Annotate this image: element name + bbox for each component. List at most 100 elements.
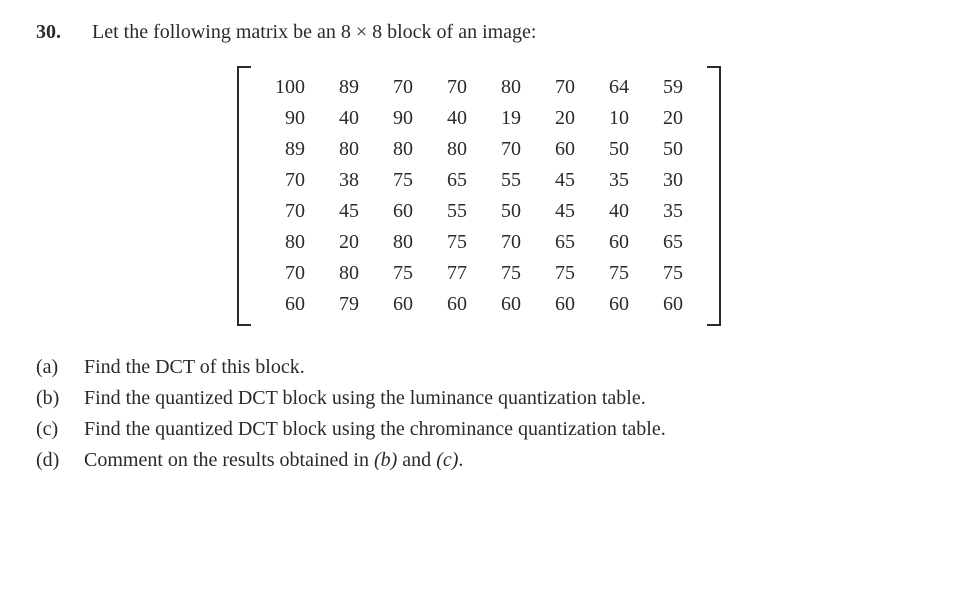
matrix-cell: 75 [425,227,479,258]
matrix-cell: 75 [533,258,587,289]
matrix-body: 1008970708070645990409040192010208980808… [263,72,695,320]
matrix-cell: 80 [425,134,479,165]
matrix-row: 7080757775757575 [263,258,695,289]
matrix-cell: 70 [263,258,317,289]
matrix-cell: 79 [317,289,371,320]
matrix-row: 8020807570656065 [263,227,695,258]
subpart-text: Find the DCT of this block. [84,352,305,383]
matrix-cell: 90 [371,103,425,134]
matrix-cell: 30 [641,165,695,196]
matrix-cell: 70 [479,134,533,165]
matrix-cell: 90 [263,103,317,134]
matrix-cell: 60 [533,289,587,320]
matrix-cell: 75 [371,165,425,196]
matrix-row: 9040904019201020 [263,103,695,134]
matrix-cell: 75 [371,258,425,289]
matrix-cell: 40 [317,103,371,134]
subpart-label: (d) [36,445,84,476]
matrix-cell: 65 [425,165,479,196]
matrix-cell: 70 [371,72,425,103]
question-number: 30. [36,21,92,44]
matrix-container: 1008970708070645990409040192010208980808… [36,66,922,326]
matrix-cell: 20 [641,103,695,134]
matrix-cell: 19 [479,103,533,134]
matrix-cell: 20 [533,103,587,134]
matrix-row: 7045605550454035 [263,196,695,227]
matrix-cell: 70 [425,72,479,103]
matrix-cell: 89 [263,134,317,165]
subparts-list: (a) Find the DCT of this block. (b) Find… [36,352,922,476]
matrix-cell: 75 [641,258,695,289]
matrix-cell: 89 [317,72,371,103]
matrix-cell: 60 [641,289,695,320]
matrix-cell: 40 [587,196,641,227]
matrix-row: 6079606060606060 [263,289,695,320]
matrix-cell: 45 [533,196,587,227]
matrix-cell: 70 [479,227,533,258]
matrix-cell: 60 [425,289,479,320]
matrix-cell: 10 [587,103,641,134]
matrix-cell: 80 [371,227,425,258]
matrix-cell: 75 [479,258,533,289]
matrix-cell: 65 [533,227,587,258]
matrix-cell: 38 [317,165,371,196]
matrix-cell: 70 [263,165,317,196]
subpart-label: (a) [36,352,84,383]
question-header: 30. Let the following matrix be an 8 × 8… [36,18,922,46]
matrix-cell: 45 [533,165,587,196]
matrix-cell: 50 [479,196,533,227]
subpart-text-suffix: . [458,449,463,471]
matrix-cell: 45 [317,196,371,227]
subpart-text-mid: and [397,449,436,471]
subpart-label: (c) [36,414,84,445]
subpart-text: Comment on the results obtained in (b) a… [84,445,463,476]
matrix: 1008970708070645990409040192010208980808… [237,66,721,326]
matrix-cell: 70 [263,196,317,227]
matrix-cell: 80 [371,134,425,165]
subpart-ref-c: (c) [436,449,458,471]
matrix-right-bracket [705,66,721,326]
matrix-cell: 35 [587,165,641,196]
matrix-cell: 60 [587,227,641,258]
subpart-d: (d) Comment on the results obtained in (… [36,445,922,476]
subpart-label: (b) [36,383,84,414]
matrix-cell: 80 [317,258,371,289]
matrix-cell: 60 [479,289,533,320]
matrix-cell: 75 [587,258,641,289]
matrix-cell: 60 [533,134,587,165]
subpart-b: (b) Find the quantized DCT block using t… [36,383,922,414]
subpart-ref-b: (b) [374,449,397,471]
matrix-cell: 60 [371,289,425,320]
matrix-cell: 100 [263,72,317,103]
matrix-cell: 60 [371,196,425,227]
matrix-cell: 35 [641,196,695,227]
matrix-cell: 55 [425,196,479,227]
matrix-cell: 20 [317,227,371,258]
matrix-cell: 80 [479,72,533,103]
subpart-c: (c) Find the quantized DCT block using t… [36,414,922,445]
matrix-cell: 50 [641,134,695,165]
matrix-cell: 80 [263,227,317,258]
matrix-cell: 64 [587,72,641,103]
subpart-a: (a) Find the DCT of this block. [36,352,922,383]
matrix-cell: 55 [479,165,533,196]
subpart-text: Find the quantized DCT block using the c… [84,414,666,445]
matrix-cell: 65 [641,227,695,258]
matrix-cell: 77 [425,258,479,289]
subpart-text-prefix: Comment on the results obtained in [84,449,374,471]
matrix-row: 8980808070605050 [263,134,695,165]
question-prompt: Let the following matrix be an 8 × 8 blo… [92,18,537,46]
page: 30. Let the following matrix be an 8 × 8… [0,0,958,476]
matrix-cell: 50 [587,134,641,165]
matrix-cell: 40 [425,103,479,134]
matrix-left-bracket [237,66,253,326]
matrix-cell: 70 [533,72,587,103]
matrix-cell: 80 [317,134,371,165]
subpart-text: Find the quantized DCT block using the l… [84,383,646,414]
matrix-row: 10089707080706459 [263,72,695,103]
matrix-cell: 60 [263,289,317,320]
matrix-table: 1008970708070645990409040192010208980808… [263,72,695,320]
matrix-cell: 59 [641,72,695,103]
matrix-cell: 60 [587,289,641,320]
matrix-row: 7038756555453530 [263,165,695,196]
